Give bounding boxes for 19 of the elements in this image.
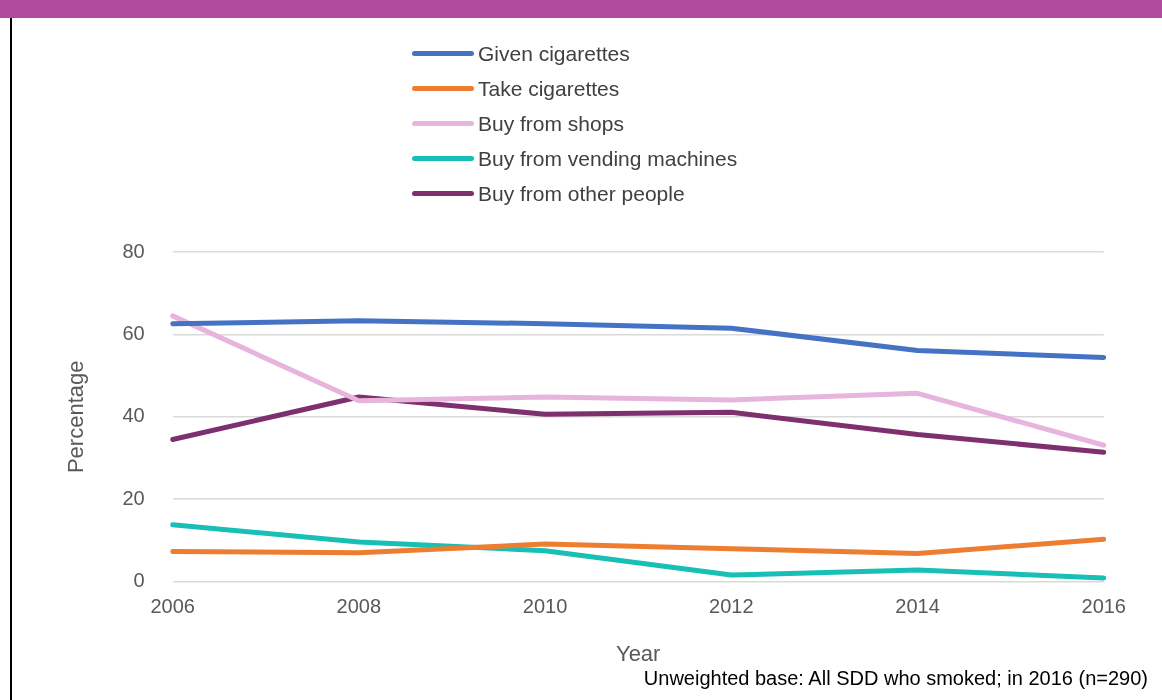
x-tick-label: 2010 [522,595,568,618]
y-tick-label: 40 [122,404,145,427]
x-tick-label: 2016 [1081,595,1126,618]
text: Unweighted base: All SDD who smoked; in 2016 (n=290) [643,667,1148,690]
legend-label: Given cigarettes [478,41,630,66]
legend-label: Buy from vending machines [478,146,738,171]
x-tick-label: 2014 [895,595,940,618]
y-axis-title: Percentage [63,360,89,474]
y-tick-label: 80 [122,239,145,262]
y-tick-label: 0 [133,569,145,592]
y-tick-label: 60 [122,321,145,344]
legend-label: Buy from shops [478,111,624,136]
legend-label: Buy from other people [478,181,685,206]
y-tick-label: 20 [122,486,145,509]
x-axis-title: Year [615,640,661,666]
x-tick-label: 2012 [709,595,754,618]
x-tick-label: 2006 [150,595,195,618]
legend-label: Take cigarettes [478,76,620,101]
x-tick-label: 2008 [336,595,382,618]
